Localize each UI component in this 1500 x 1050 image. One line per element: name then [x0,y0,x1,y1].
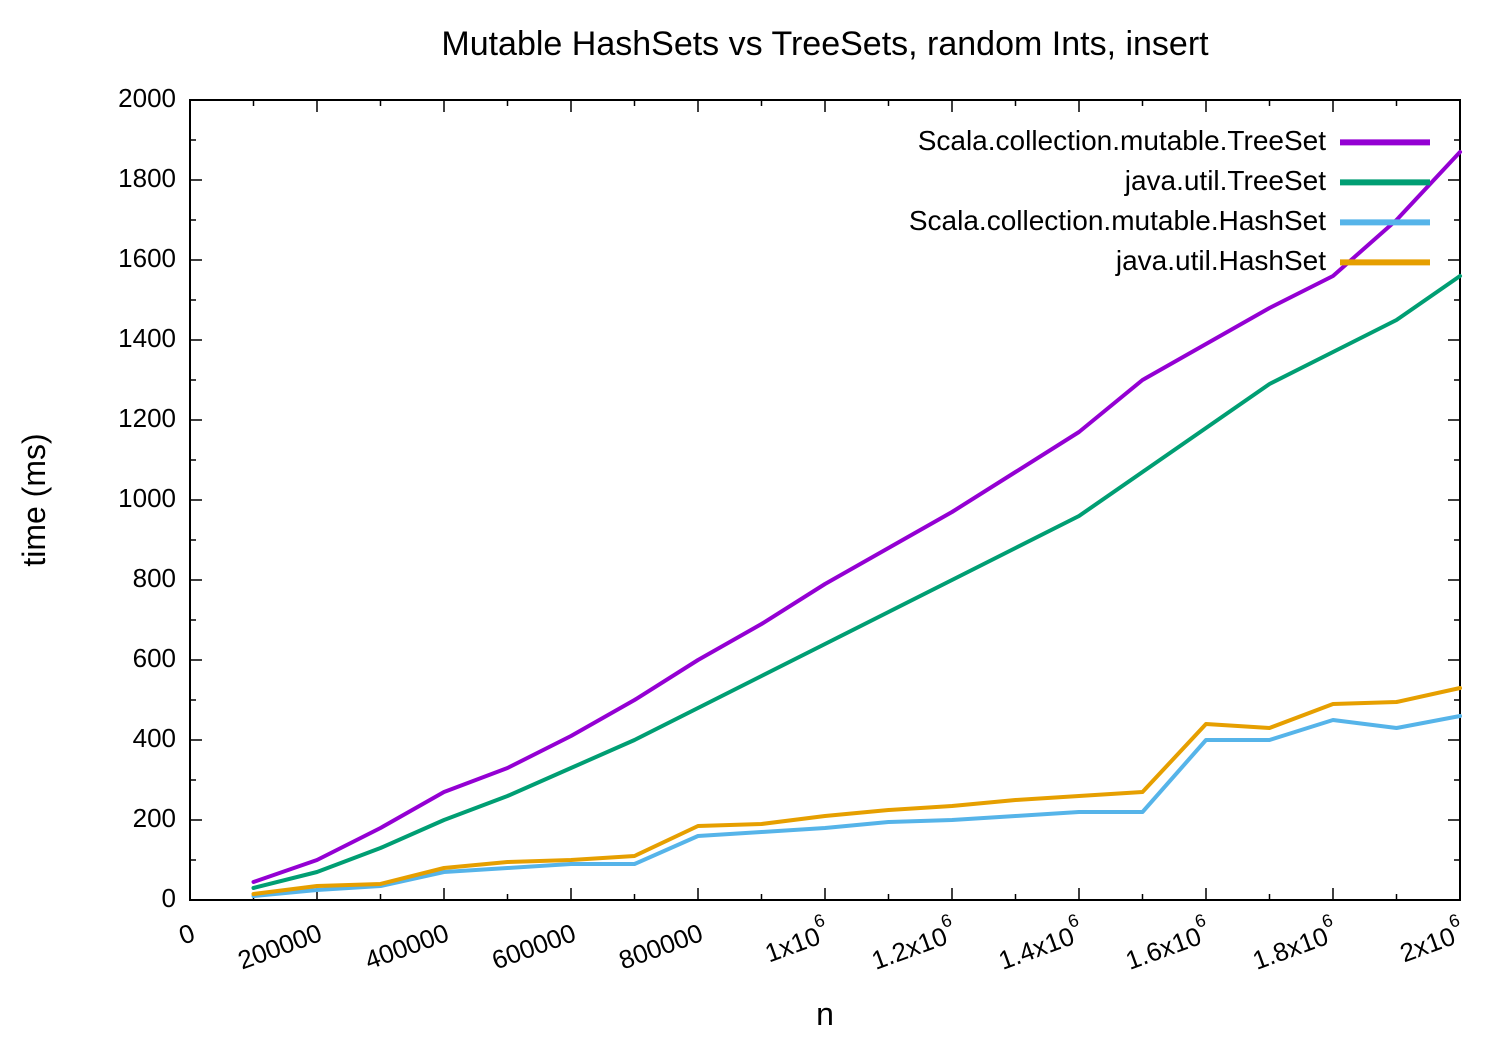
legend-label-0: Scala.collection.mutable.TreeSet [918,125,1327,156]
chart-container: 02000004000006000008000001x1061.2x1061.4… [0,0,1500,1050]
y-axis-label: time (ms) [16,433,52,566]
y-tick-label: 600 [133,643,176,673]
y-tick-label: 2000 [118,83,176,113]
y-tick-label: 1400 [118,323,176,353]
legend-label-2: Scala.collection.mutable.HashSet [909,205,1326,236]
y-tick-label: 400 [133,723,176,753]
x-axis-label: n [816,996,834,1032]
y-tick-label: 1200 [118,403,176,433]
chart-title: Mutable HashSets vs TreeSets, random Int… [441,25,1209,63]
y-tick-label: 200 [133,803,176,833]
y-tick-label: 1600 [118,243,176,273]
y-tick-label: 1000 [118,483,176,513]
legend-label-1: java.util.TreeSet [1124,165,1326,196]
y-tick-label: 0 [162,883,176,913]
y-tick-label: 1800 [118,163,176,193]
line-chart: 02000004000006000008000001x1061.2x1061.4… [0,0,1500,1050]
y-tick-label: 800 [133,563,176,593]
legend-label-3: java.util.HashSet [1115,245,1326,276]
